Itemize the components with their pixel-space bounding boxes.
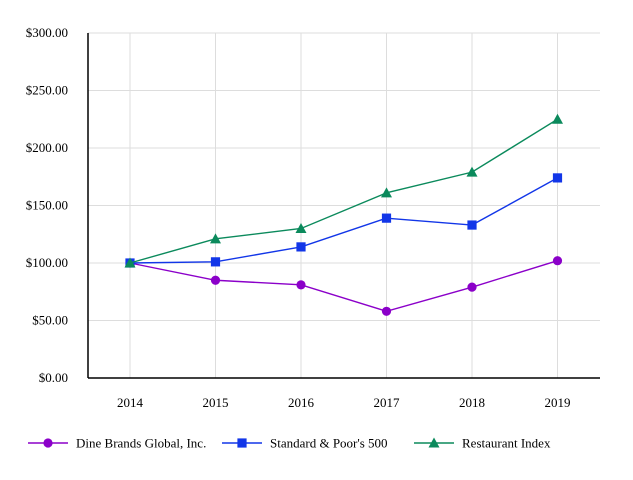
series-3-point: [124, 257, 136, 268]
legend-label: Standard & Poor's 500: [270, 436, 388, 451]
series-3-point: [210, 233, 221, 244]
y-tick-label: $150.00: [26, 198, 68, 213]
series-2-point: [296, 242, 306, 252]
series-3-point: [381, 187, 392, 198]
legend-marker: [237, 438, 247, 448]
series-line-1: [129, 260, 558, 313]
series-layer: [124, 113, 563, 316]
series-3-point: [295, 223, 307, 233]
series-2-point: [381, 213, 392, 223]
y-tick-label: $300.00: [26, 25, 68, 40]
series-1-point: [210, 275, 221, 285]
y-tick-label: $100.00: [26, 255, 68, 270]
legend: Dine Brands Global, Inc. Standard & Poor'…: [28, 436, 551, 451]
grid: [88, 32, 600, 378]
series-2-point: [210, 257, 221, 267]
y-tick-label: $0.00: [39, 370, 68, 385]
legend-label: Dine Brands Global, Inc.: [76, 436, 206, 451]
x-tick-label: 2017: [374, 395, 401, 410]
series-2-point: [467, 220, 477, 230]
x-tick-label: 2015: [203, 395, 229, 410]
y-tick-label: $200.00: [26, 140, 68, 155]
x-tick-label: 2016: [288, 395, 315, 410]
legend-label: Restaurant Index: [462, 436, 551, 451]
series-1-point: [552, 256, 563, 266]
series-line-2: [129, 177, 558, 264]
series-3-point: [466, 166, 478, 177]
axes: $0.00 $50.00 $100.00 $150.00 $200.00 $250.00 $…: [26, 25, 600, 410]
x-tick-label: 2014: [117, 395, 144, 410]
series-1-point: [296, 280, 306, 290]
x-tick-label: 2018: [459, 395, 485, 410]
legend-marker: [428, 437, 440, 448]
series-3-point: [552, 113, 563, 124]
series-1-point: [381, 306, 392, 316]
series-2-point: [552, 173, 563, 183]
legend-marker: [43, 438, 53, 448]
y-tick-label: $50.00: [32, 313, 68, 328]
series-line-3: [129, 118, 558, 264]
x-tick-label: 2019: [545, 395, 571, 410]
y-tick-label: $250.00: [26, 83, 68, 98]
series-1-point: [467, 282, 477, 292]
